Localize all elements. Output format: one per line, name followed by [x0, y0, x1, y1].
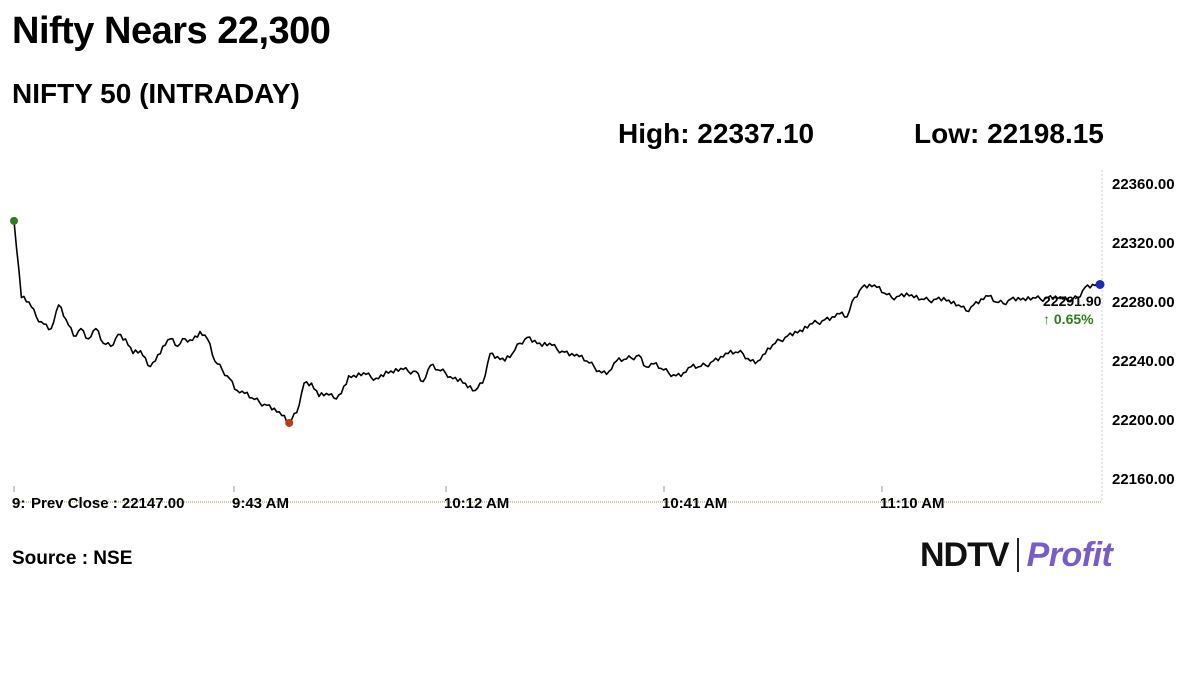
last-point-marker [1095, 279, 1105, 289]
x-tick-label: 11:10 AM [880, 495, 944, 512]
source-label: Source : NSE [12, 548, 133, 569]
x-tick-label: 10:41 AM [662, 495, 727, 512]
y-tick-label: 22280.00 [1112, 294, 1175, 311]
y-tick-label: 22200.00 [1112, 412, 1175, 429]
prev-close-label: Prev Close : 22147.00 [31, 495, 184, 512]
y-tick-label: 22240.00 [1112, 353, 1175, 370]
x-tick-label: 9:43 AM [232, 495, 289, 512]
high-point-marker [10, 216, 18, 225]
logo-ndtv: NDTV [920, 536, 1010, 574]
y-tick-label: 22160.00 [1112, 471, 1175, 488]
ndtv-profit-logo: NDTV Profit [920, 536, 1113, 575]
nifty-series-line [13, 220, 1101, 424]
x-tick-label: 10:12 AM [444, 495, 509, 512]
logo-profit: Profit [1026, 536, 1113, 574]
chart-subtitle: NIFTY 50 (INTRADAY) [12, 78, 300, 109]
change-label: ↑ 0.65% [1043, 311, 1094, 327]
y-tick-label: 22320.00 [1112, 235, 1175, 252]
high-value: High: 22337.10 [618, 118, 815, 149]
x-axis: 9: 9:43 AM 10:12 AM 10:41 AM 11:10 AM [12, 486, 944, 512]
logo-divider [1016, 538, 1019, 572]
low-value: Low: 22198.15 [914, 118, 1104, 149]
x-tick-label: 9: [12, 495, 25, 512]
y-tick-label: 22360.00 [1112, 176, 1175, 193]
y-axis: 22360.00 22320.00 22280.00 22240.00 22200.00… [1112, 176, 1175, 488]
page-title: Nifty Nears 22,300 [12, 10, 331, 52]
last-value-label: 22291.90 [1043, 293, 1102, 309]
low-point-marker [285, 418, 294, 427]
